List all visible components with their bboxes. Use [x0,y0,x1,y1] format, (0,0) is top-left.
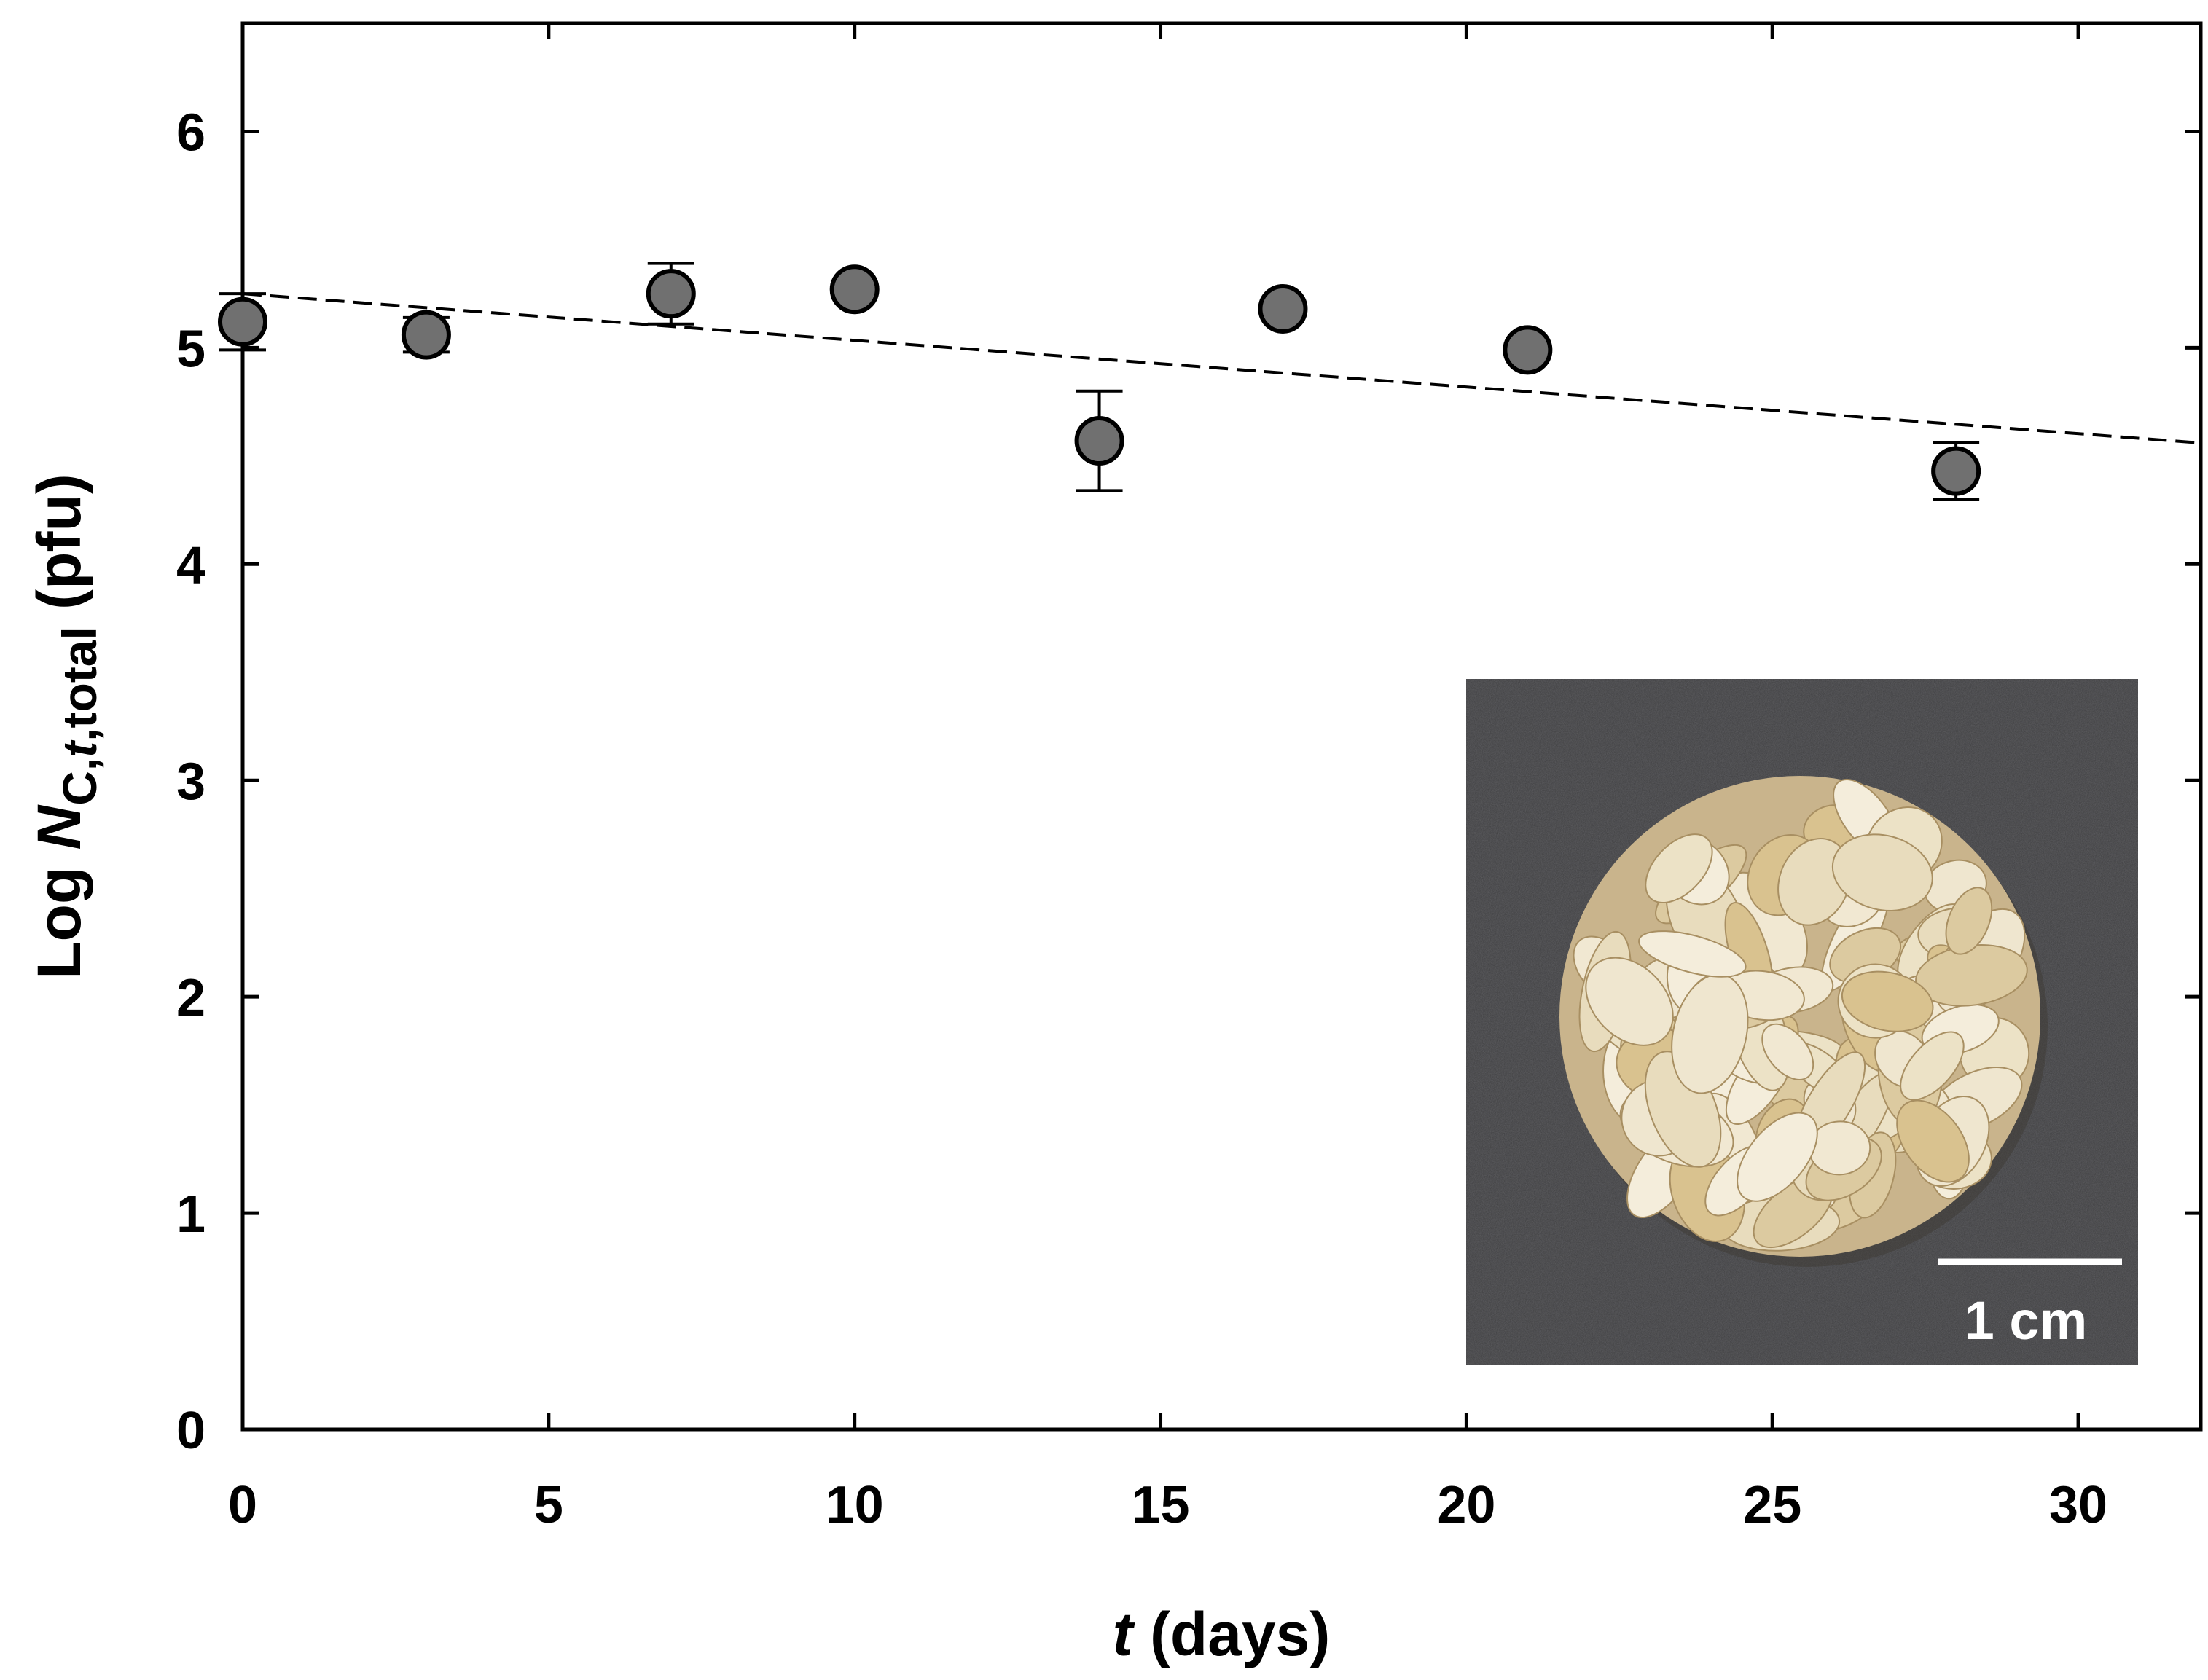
oat-flake [1841,970,1934,1032]
y-tick-label: 6 [176,103,205,162]
oat-flake [1831,833,1933,911]
data-point [1258,283,1308,334]
oat-flake [1761,1023,1814,1080]
y-tick-label: 4 [176,536,205,594]
oat-flake [1585,957,1674,1046]
y-axis-title: Log NC,t,total (pfu) [25,474,106,978]
y-tick-label: 3 [176,753,205,811]
data-marker [1258,283,1308,334]
y-tick-label: 5 [176,320,205,378]
x-tick-label: 5 [534,1476,563,1534]
tick-labels: 0 5 10 15 20 25 30 0 1 2 3 4 5 6 [176,103,2107,1534]
data-point [1931,441,1981,501]
oat-cluster [1559,776,2048,1267]
x-tick-label: 10 [826,1476,884,1534]
data-marker [1503,325,1553,375]
inset-photo: 1 cm [1466,679,2138,1365]
data-series [218,262,1981,501]
data-point [1503,325,1553,375]
trend-line [242,292,2201,445]
oat-flake [1645,833,1713,904]
oat-flake [1896,1099,1970,1183]
x-tick-label: 25 [1743,1476,1801,1534]
x-tick-label: 15 [1131,1476,1189,1534]
data-point [218,292,267,352]
data-marker [401,310,451,360]
data-point [646,262,696,326]
data-marker [218,297,267,347]
data-point [1074,389,1124,492]
y-tick-label: 2 [176,969,205,1027]
y-tick-label: 0 [176,1402,205,1460]
axis-ticks [240,23,2201,1432]
data-point [401,310,451,360]
data-marker [1931,446,1981,496]
oat-flake [1638,930,1747,978]
x-tick-label: 0 [228,1476,257,1534]
plot-frame [240,21,2203,1432]
data-marker [1074,416,1124,466]
data-marker [646,269,696,319]
x-tick-label: 30 [2049,1476,2107,1534]
oat-flake [1945,887,1993,955]
data-marker [829,264,880,315]
data-point [829,264,880,315]
y-tick-label: 1 [176,1185,205,1244]
oat-flake [1737,1112,1818,1202]
oat-flake [1900,1031,1965,1101]
x-axis-title: t (days) [1113,1600,1331,1668]
x-tick-label: 20 [1437,1476,1495,1534]
scale-bar-label: 1 cm [1965,1290,2088,1351]
